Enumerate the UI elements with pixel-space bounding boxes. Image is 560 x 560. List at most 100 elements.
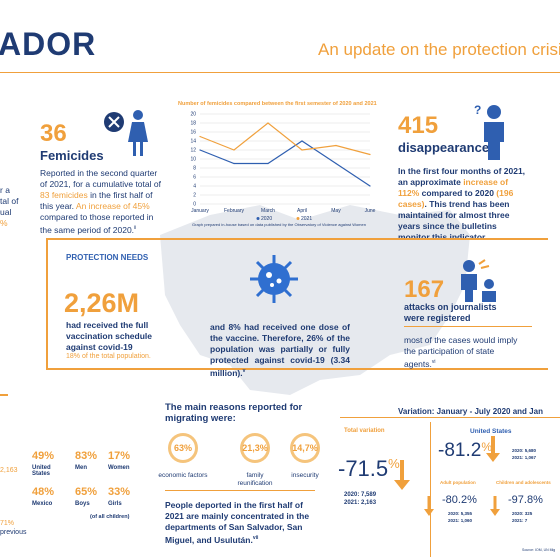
vaccination-number: 2,26M: [64, 288, 140, 318]
woman-cross-icon: [104, 110, 148, 156]
children-note: (of all children): [90, 514, 130, 520]
left-fragment-1: r a: [0, 185, 10, 195]
demographic-label: Women: [108, 465, 130, 471]
reason-circle: 63%: [168, 433, 198, 463]
demographic-percentage: 48%: [32, 486, 55, 498]
femicides-number: 36: [40, 120, 67, 147]
reason-label: economic factors: [158, 472, 208, 479]
us-label: United States: [470, 428, 512, 435]
data-point-2020: [233, 162, 235, 165]
femicides-line-chart: 0 2 4 6 8 10 12 14 16 18 20 January February March Apr…: [190, 112, 376, 222]
femicides-label: Femicides: [40, 148, 104, 163]
data-point-2020: [301, 140, 303, 142]
demographic-percentage: 17%: [108, 450, 131, 462]
down-arrow-icon: [424, 496, 434, 516]
header-divider: [0, 72, 560, 73]
protection-needs-heading: PROTECTION NEEDS: [64, 253, 151, 262]
reason-circle: 14,7%: [290, 433, 320, 463]
total-variation-label: Total variation: [344, 428, 385, 434]
country-map-silhouette: [160, 205, 470, 395]
y-tick-label: 0: [193, 202, 196, 208]
vaccine-dose-text: and 8% had received one dose of the vacc…: [210, 322, 350, 378]
demographic-fragment-3: previous: [0, 529, 27, 536]
lower-left-bracket: [0, 394, 8, 396]
journalists-label: attacks on journalists were registered: [404, 302, 497, 323]
reasons-heading: The main reasons reported for migrating …: [165, 402, 303, 424]
journalists-divider: [404, 326, 532, 327]
left-fragment-4: %: [0, 218, 8, 228]
person-question-icon: ?: [474, 103, 504, 160]
series-line-2020: [199, 140, 371, 187]
series-line-2021: [199, 122, 371, 156]
data-point-2021: [335, 144, 337, 147]
down-arrow-icon: [486, 436, 500, 462]
data-point-2021: [199, 135, 201, 138]
data-point-2020: [267, 162, 269, 165]
x-tick-label: January: [191, 208, 209, 214]
legend-marker-2020: [256, 217, 260, 220]
y-tick-label: 4: [193, 184, 196, 190]
left-fragment-3: ual: [0, 207, 12, 217]
left-fragment-2: tal of: [0, 196, 19, 206]
x-tick-label: June: [365, 208, 376, 214]
data-point-2020: [199, 149, 201, 151]
variation-heading: Variation: January - July 2020 and Jan: [398, 407, 543, 416]
journalist-icon: [461, 259, 496, 302]
adult-label: Adult population: [440, 480, 476, 485]
y-tick-label: 8: [193, 166, 196, 172]
reasons-divider: [165, 490, 315, 491]
total-variation-value: -71.5%: [338, 456, 400, 481]
demographic-percentage: 33%: [108, 486, 131, 498]
demographic-percentage: 83%: [75, 450, 98, 462]
chart-title: Number of femicides compared between the…: [178, 101, 377, 107]
adult-2020: 2020: 5,355: [448, 511, 473, 516]
demographic-label: Boys: [75, 501, 90, 507]
data-point-2021: [233, 149, 235, 151]
variation-divider: [340, 417, 560, 418]
deported-text: People deported in the first half of 202…: [165, 500, 310, 545]
legend-marker-2021: [296, 217, 300, 220]
virus-icon: [250, 255, 298, 303]
data-point-2021: [267, 122, 269, 124]
demographic-percentage: 65%: [75, 486, 98, 498]
demographic-label: United States: [32, 465, 51, 477]
y-tick-label: 2: [193, 193, 196, 199]
chart-source: Graph prepared in-house based on data pu…: [192, 222, 366, 227]
disappearances-number: 415: [398, 112, 439, 139]
down-arrow-icon: [394, 460, 410, 490]
protection-needs-frame: [46, 238, 548, 370]
reason-label: insecurity: [291, 472, 319, 479]
demographic-percentage: 49%: [32, 450, 55, 462]
page-subtitle: An update on the protection crisis: [318, 40, 560, 59]
children-value: -97.8%: [508, 494, 543, 506]
journalists-number: 167: [404, 276, 445, 303]
disappearances-text: In the first four months of 2021, an app…: [398, 166, 526, 242]
x-tick-label: May: [331, 208, 341, 214]
legend-label-2020: 2020: [261, 216, 272, 222]
disappearances-label: disappearances: [398, 140, 497, 155]
children-label: Children and adolescents: [496, 480, 551, 485]
total-2020: 2020: 7,589: [344, 492, 377, 498]
data-point-2021: [369, 153, 371, 156]
us-2021: 2021: 1,067: [512, 455, 537, 460]
adult-value: -80.2%: [442, 494, 477, 506]
femicides-text: Reported in the second quarter of 2021, …: [40, 168, 161, 235]
y-tick-label: 12: [190, 148, 196, 154]
vaccination-text: had received the full vaccination schedu…: [66, 320, 152, 352]
demographic-label: Girls: [108, 501, 122, 507]
demographic-fragment-2: 71%: [0, 520, 15, 527]
variation-column-divider: [430, 422, 431, 557]
demographic-fragment-1: 2,163: [0, 467, 18, 474]
adult-2021: 2021: 1,060: [448, 518, 473, 523]
y-tick-label: 10: [190, 157, 196, 163]
y-tick-label: 18: [190, 121, 196, 127]
y-tick-label: 20: [190, 112, 196, 118]
svg-text:?: ?: [474, 103, 481, 117]
down-arrow-icon: [490, 496, 500, 516]
x-tick-label: February: [224, 208, 245, 214]
us-2020: 2020: 5,680: [512, 448, 537, 453]
variation-source: Source: IOM, UN Mig: [522, 548, 556, 552]
y-tick-label: 6: [193, 175, 196, 181]
data-point-2021: [301, 149, 303, 151]
data-point-2020: [335, 162, 337, 165]
